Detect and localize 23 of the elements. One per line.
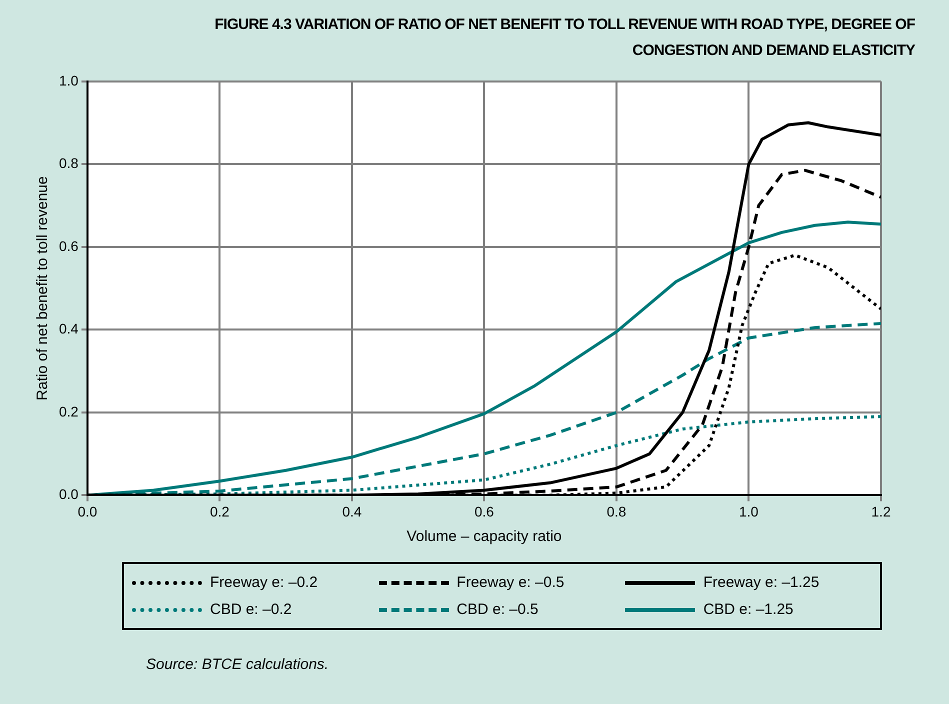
x-tick-label: 0.6 <box>474 503 494 520</box>
legend-label: CBD e: –0.2 <box>210 601 292 618</box>
legend-label: Freeway e: –1.25 <box>703 574 820 591</box>
x-tick-label: 0.2 <box>210 503 230 520</box>
x-tick-label: 0.4 <box>342 503 362 520</box>
x-tick-label: 0.0 <box>78 503 98 520</box>
x-axis-title: Volume – capacity ratio <box>406 528 562 546</box>
legend-label: CBD e: –0.5 <box>456 601 538 618</box>
x-tick-label: 0.8 <box>606 503 626 520</box>
source-note: Source: BTCE calculations. <box>146 656 329 673</box>
y-tick-label: 0.2 <box>58 403 79 420</box>
y-tick-label: 0.0 <box>58 486 79 502</box>
y-tick-label: 0.6 <box>58 238 79 254</box>
legend-label: Freeway e: –0.2 <box>210 574 318 591</box>
legend-label: Freeway e: –0.5 <box>456 574 564 591</box>
x-tick-label: 1.0 <box>739 503 759 520</box>
x-tick-label: 1.2 <box>871 503 891 520</box>
chart-title: FIGURE 4.3 VARIATION OF RATIO OF NET BENEFIT TO TOLL REVENUE WITH ROAD TYPE, DEGREE OF CONGESTION AND DEMAND ELASTICITY <box>214 15 915 61</box>
y-tick-label: 0.8 <box>58 155 79 172</box>
y-axis-title: Ratio of net benefit to toll revenue <box>34 176 52 400</box>
y-tick-label: 0.4 <box>58 320 79 337</box>
legend-label: CBD e: –1.25 <box>703 601 794 618</box>
y-tick-label: 1.0 <box>58 72 79 88</box>
